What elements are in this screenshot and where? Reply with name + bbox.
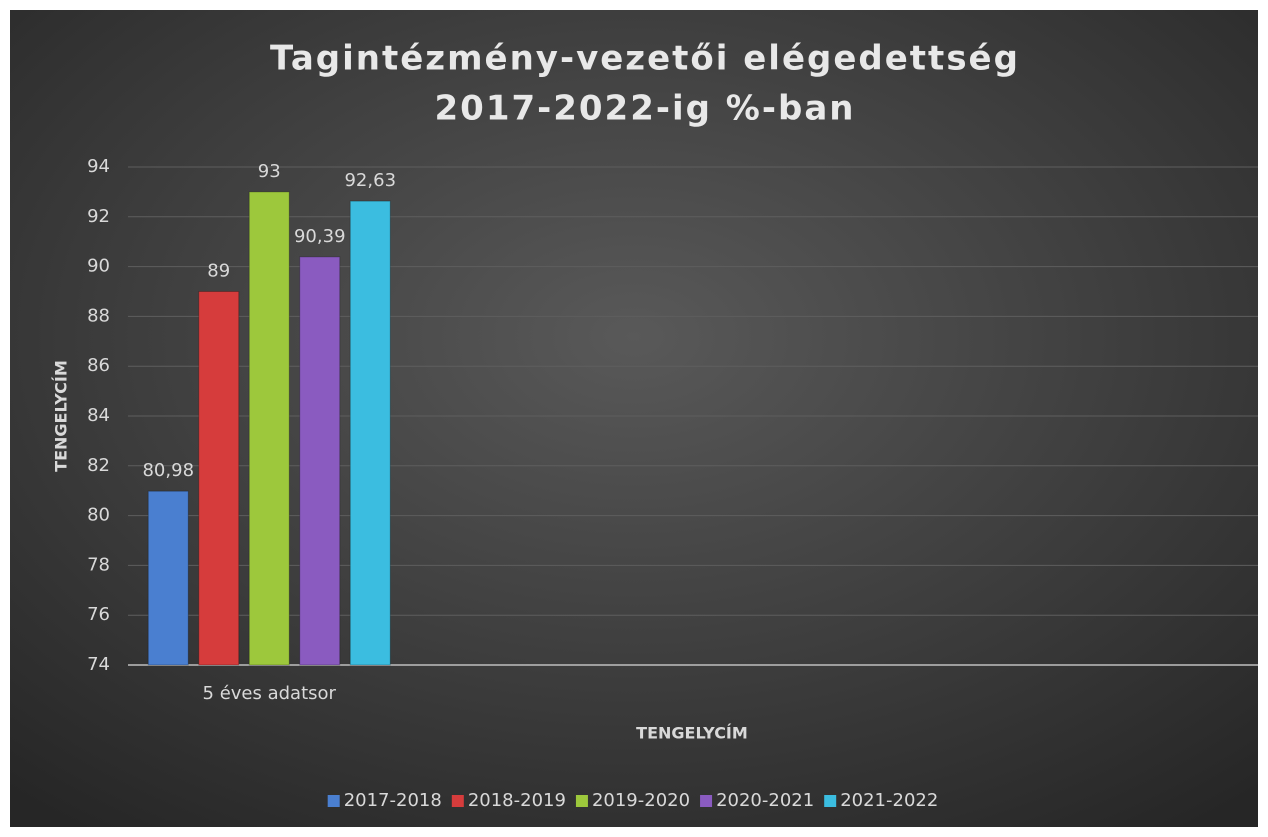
x-axis-title: TENGELYCÍM	[636, 724, 748, 743]
legend-swatch	[451, 795, 464, 807]
y-tick-label: 80	[87, 505, 110, 526]
y-tick-label: 92	[87, 206, 110, 227]
value-label: 92,63	[344, 170, 396, 191]
bar	[248, 191, 290, 666]
legend-label: 2020-2021	[716, 790, 814, 811]
value-label: 90,39	[294, 226, 346, 247]
chart-title: Tagintézmény-vezetői elégedettség	[270, 39, 1020, 79]
y-tick-label: 74	[87, 654, 110, 675]
bar	[198, 291, 240, 666]
y-tick-label: 86	[87, 355, 110, 376]
value-label: 80,98	[142, 460, 194, 481]
x-tick-label: 5 éves adatsor	[203, 683, 337, 704]
y-tick-label: 84	[87, 405, 110, 426]
y-tick-label: 94	[87, 156, 110, 177]
legend-swatch	[575, 795, 588, 807]
legend-label: 2017-2018	[344, 790, 442, 811]
y-axis-title: TENGELYCÍM	[52, 360, 71, 472]
legend-label: 2018-2019	[468, 790, 566, 811]
y-tick-label: 82	[87, 455, 110, 476]
legend-swatch	[327, 795, 340, 807]
y-tick-label: 76	[87, 604, 110, 625]
y-tick-label: 78	[87, 554, 110, 575]
bar	[299, 256, 341, 666]
bar	[349, 200, 391, 666]
value-label: 93	[258, 161, 281, 182]
legend-label: 2019-2020	[592, 790, 690, 811]
legend-swatch	[700, 795, 713, 807]
y-tick-label: 90	[87, 256, 110, 277]
bar	[147, 490, 189, 666]
chart-background	[10, 10, 1258, 827]
legend-label: 2021-2022	[840, 790, 938, 811]
legend-swatch	[824, 795, 837, 807]
y-tick-label: 88	[87, 305, 110, 326]
value-label: 89	[207, 261, 230, 282]
chart-title: 2017-2022-ig %-ban	[435, 89, 856, 129]
